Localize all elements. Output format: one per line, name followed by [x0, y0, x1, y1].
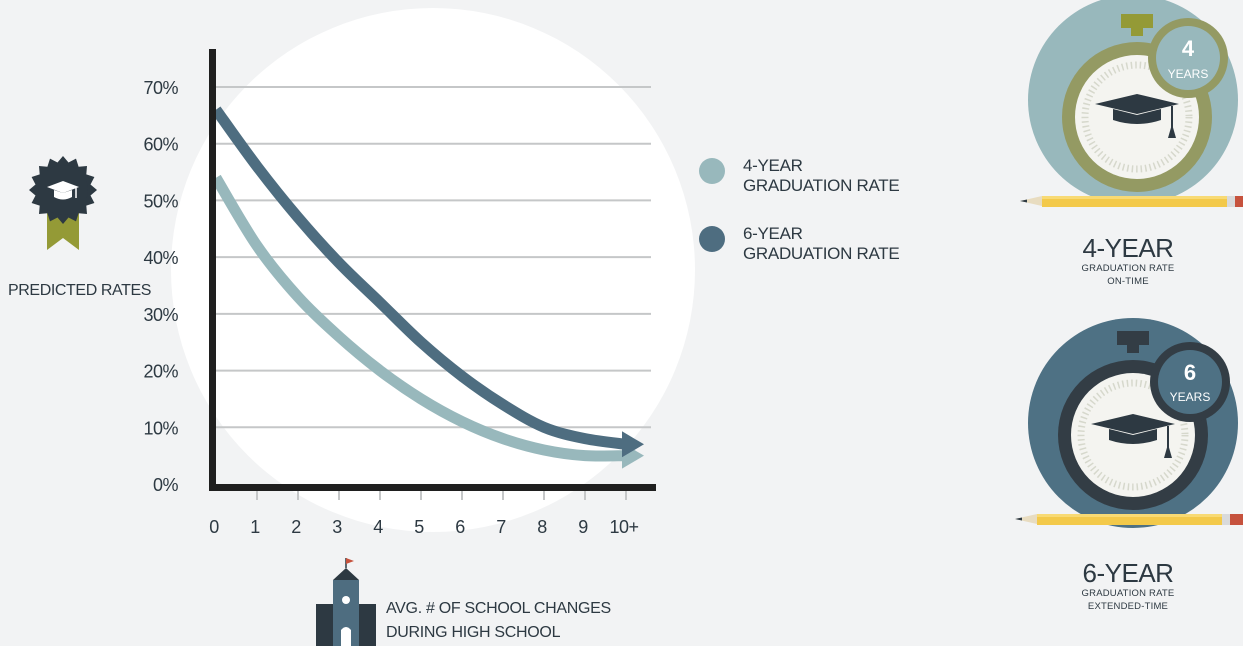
- y-tick-label: 0%: [153, 475, 179, 495]
- predicted-rates-label: PREDICTED RATES: [8, 282, 152, 299]
- x-tick-label: 8: [537, 517, 547, 537]
- legend-label-4-year: 4-YEAR GRADUATION RATE: [743, 156, 900, 196]
- legend-4-year-line1: 4-YEAR: [743, 156, 803, 175]
- stopwatch-icon-6-year: [1015, 318, 1243, 528]
- legend-swatch-6-year: [699, 226, 725, 252]
- timer-caption-6-year: 6-YEAR GRADUATION RATE EXTENDED-TIME: [1038, 559, 1218, 613]
- y-tick-label: 60%: [143, 135, 178, 155]
- x-tick-label: 10+: [609, 517, 638, 537]
- legend-label-6-year: 6-YEAR GRADUATION RATE: [743, 224, 900, 264]
- timer-1-number: 4: [1182, 36, 1195, 61]
- x-tick-label: 6: [455, 517, 465, 537]
- x-tick-label: 3: [332, 517, 342, 537]
- x-axis-title-line1: AVG. # OF SCHOOL CHANGES: [386, 600, 611, 617]
- timer-2-sub1: GRADUATION RATE: [1081, 588, 1175, 599]
- timer-2-sub2: EXTENDED-TIME: [1087, 601, 1169, 612]
- legend-item-4-year: 4-YEAR GRADUATION RATE: [699, 156, 900, 196]
- y-tick-label: 40%: [143, 248, 178, 268]
- timer-1-title: 4-YEAR: [1082, 233, 1174, 263]
- series-line-4-year: [211, 174, 627, 462]
- legend-4-year-line2: GRADUATION RATE: [743, 176, 900, 195]
- y-tick-label: 50%: [143, 191, 178, 211]
- x-tick-label: 1: [250, 517, 260, 537]
- x-tick-label: 9: [578, 517, 588, 537]
- legend-6-year-line2: GRADUATION RATE: [743, 244, 900, 263]
- series-lines: [211, 106, 644, 469]
- legend-swatch-4-year: [699, 158, 725, 184]
- series-line-6-year: [211, 106, 627, 450]
- chart-backdrop-circle: [171, 8, 695, 532]
- graduation-cap-badge-icon: [29, 156, 97, 250]
- timer-1-sub1: GRADUATION RATE: [1081, 263, 1175, 274]
- x-tick-labels: 0 1 2 3 4 5 6 7 8 9 10+: [209, 517, 639, 537]
- grid-lines: [216, 86, 651, 429]
- x-tick-label: 4: [373, 517, 383, 537]
- y-tick-label: 70%: [143, 78, 178, 98]
- timer-2-title: 6-YEAR: [1082, 558, 1174, 588]
- x-axis: [209, 484, 656, 491]
- x-tick-label: 5: [414, 517, 424, 537]
- y-tick-labels: 0% 10% 20% 30% 40% 50% 60% 70%: [143, 78, 179, 495]
- y-tick-label: 20%: [143, 362, 178, 382]
- x-tick-marks: [256, 491, 627, 500]
- series-arrowhead: [622, 431, 644, 458]
- legend-6-year-line1: 6-YEAR: [743, 224, 803, 243]
- x-axis-title-line2: DURING HIGH SCHOOL: [386, 624, 561, 641]
- legend-item-6-year: 6-YEAR GRADUATION RATE: [699, 224, 900, 264]
- x-tick-label: 2: [291, 517, 301, 537]
- y-tick-label: 10%: [143, 418, 178, 438]
- y-tick-label: 30%: [143, 305, 178, 325]
- x-tick-label: 0: [209, 517, 219, 537]
- timer-2-number: 6: [1184, 360, 1196, 385]
- x-axis-title: AVG. # OF SCHOOL CHANGES DURING HIGH SCH…: [386, 597, 611, 645]
- timer-1-sub2: ON-TIME: [1107, 276, 1149, 287]
- x-tick-label: 7: [496, 517, 506, 537]
- y-axis: [209, 49, 216, 491]
- stopwatch-icon-4-year: [1020, 0, 1243, 207]
- timer-caption-4-year: 4-YEAR GRADUATION RATE ON-TIME: [1038, 234, 1218, 288]
- timer-1-unit: YEARS: [1168, 67, 1209, 81]
- school-building-icon: [316, 558, 376, 646]
- timer-2-unit: YEARS: [1170, 390, 1211, 404]
